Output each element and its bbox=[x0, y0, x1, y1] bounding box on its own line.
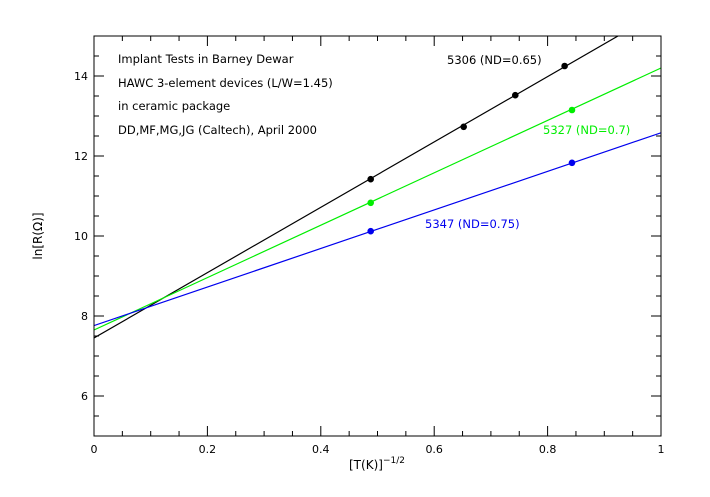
y-tick-label: 14 bbox=[74, 70, 88, 83]
y-tick-label: 10 bbox=[74, 230, 88, 243]
annotation-1: Implant Tests in Barney Dewar bbox=[118, 52, 294, 66]
data-point-series-0 bbox=[511, 91, 519, 99]
x-tick-label: 0 bbox=[91, 443, 98, 456]
data-point-series-0 bbox=[561, 62, 568, 70]
x-tick-label: 0.4 bbox=[312, 443, 330, 456]
x-tick-label: 0.8 bbox=[539, 443, 557, 456]
data-point-series-1 bbox=[367, 199, 374, 207]
fit-line-series-2 bbox=[94, 132, 661, 327]
x-tick-label: 0.6 bbox=[425, 443, 443, 456]
x-axis-title-exponent: −1/2 bbox=[383, 456, 405, 466]
annotation-4: DD,MF,MG,JG (Caltech), April 2000 bbox=[118, 123, 317, 137]
x-axis-title-base: [T(K)] bbox=[349, 458, 383, 472]
y-tick-label: 6 bbox=[81, 390, 88, 403]
annotation-block: Implant Tests in Barney Dewar HAWC 3-ele… bbox=[118, 52, 333, 137]
y-axis-title: ln[R(Ω)] bbox=[31, 212, 45, 259]
series-label-5306: 5306 (ND=0.65) bbox=[447, 53, 542, 67]
annotation-2: HAWC 3-element devices (L/W=1.45) bbox=[118, 76, 333, 90]
data-point-series-0 bbox=[460, 123, 467, 131]
plot-frame bbox=[93, 35, 662, 437]
x-tick-label: 1 bbox=[658, 443, 665, 456]
x-tick-label: 0.2 bbox=[199, 443, 217, 456]
x-axis-title: [T(K)]−1/2 bbox=[349, 456, 405, 472]
series-label-5327: 5327 (ND=0.7) bbox=[543, 123, 630, 137]
data-point-series-2 bbox=[568, 159, 576, 167]
data-points bbox=[367, 62, 576, 235]
annotation-3: in ceramic package bbox=[118, 99, 230, 113]
y-tick-label: 8 bbox=[81, 310, 88, 323]
data-point-series-1 bbox=[568, 106, 576, 114]
fit-line-series-1 bbox=[94, 67, 661, 331]
y-tick-label: 12 bbox=[74, 150, 88, 163]
series-label-5347: 5347 (ND=0.75) bbox=[425, 217, 520, 231]
data-point-series-2 bbox=[367, 227, 374, 235]
data-point-series-0 bbox=[367, 175, 374, 183]
tick-labels: 0 0.2 0.4 0.6 0.8 1 6 8 10 12 14 bbox=[74, 70, 665, 456]
